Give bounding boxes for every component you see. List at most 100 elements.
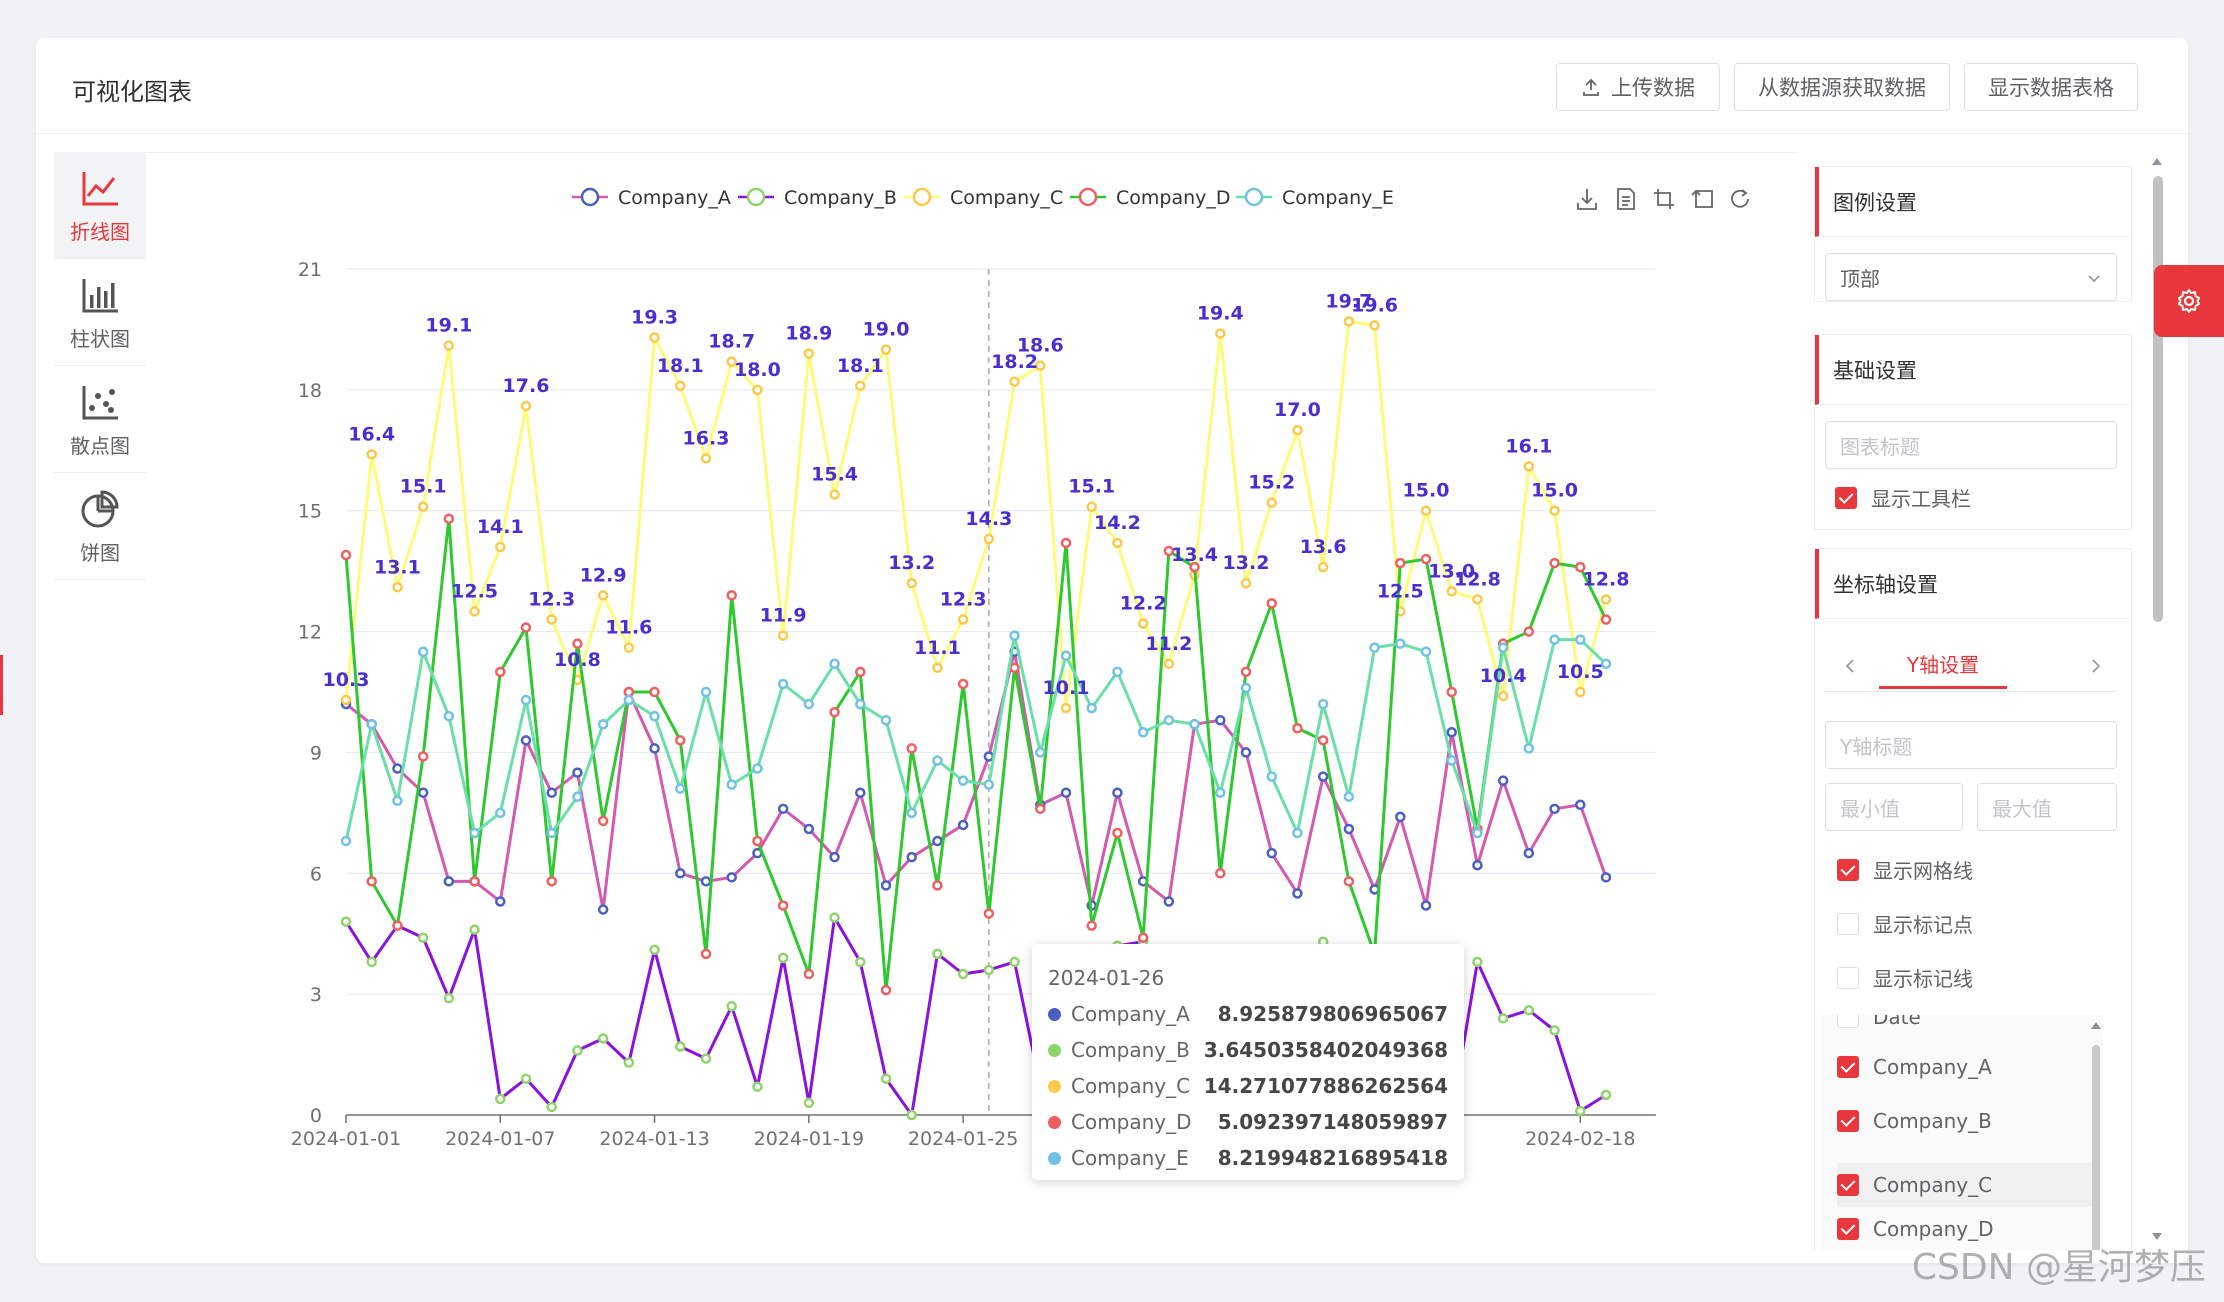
data-point xyxy=(1292,424,1303,436)
data-point xyxy=(957,614,969,625)
data-point xyxy=(469,606,480,617)
data-point xyxy=(1343,316,1355,327)
data-point xyxy=(443,710,455,722)
data-point xyxy=(649,944,660,956)
chart-legend: Company_A Company_B Company_C Company_D Comp… xyxy=(572,187,1394,209)
data-point xyxy=(1163,658,1175,670)
settings-toggle-button[interactable] xyxy=(2154,265,2224,337)
settings-scrollbar[interactable] xyxy=(2148,152,2166,1248)
data-point xyxy=(546,827,557,839)
data-point xyxy=(1420,900,1432,911)
data-point xyxy=(649,332,660,343)
upload-icon xyxy=(1583,78,1599,96)
tooltip-series-value: 8.925879806965067 xyxy=(1217,1002,1448,1026)
series-company-c-checkbox[interactable]: Company_C xyxy=(1837,1163,2097,1207)
data-point xyxy=(623,686,635,698)
tooltip-row: Company_C 14.271077886262564 xyxy=(1048,1068,1448,1104)
data-point xyxy=(649,710,660,722)
nav-scatter-chart[interactable]: 散点图 xyxy=(54,366,146,473)
data-point xyxy=(520,694,532,706)
series-company-d-checkbox[interactable]: Company_D xyxy=(1837,1217,1994,1241)
legend-marker xyxy=(580,187,600,207)
tooltip-series-value: 14.271077886262564 xyxy=(1203,1074,1448,1098)
tab-next-icon[interactable] xyxy=(2089,657,2103,675)
upload-data-button[interactable]: 上传数据 xyxy=(1556,63,1720,111)
show-marklines-checkbox[interactable]: 显示标记线 xyxy=(1837,963,1973,992)
data-point xyxy=(340,916,352,927)
show-grid-label: 显示网格线 xyxy=(1873,859,1973,883)
data-point xyxy=(1420,505,1432,516)
data-point xyxy=(392,582,403,593)
data-label: 16.4 xyxy=(348,423,395,445)
series-scroll-up-icon[interactable] xyxy=(2089,1019,2103,1031)
data-point xyxy=(520,400,532,412)
data-point xyxy=(1395,811,1406,823)
data-point xyxy=(1523,461,1535,472)
chart-title-input[interactable]: 图表标题 xyxy=(1825,421,2117,469)
show-grid-checkbox[interactable]: 显示网格线 xyxy=(1837,855,1973,884)
show-toolbar-checkbox[interactable]: 显示工具栏 xyxy=(1835,483,1971,512)
data-point xyxy=(829,851,840,863)
data-point xyxy=(1292,723,1303,734)
tooltip-series-name: Company_A xyxy=(1071,1002,1190,1026)
data-point xyxy=(700,948,712,960)
data-label: 16.1 xyxy=(1505,435,1552,457)
checkbox-unchecked-icon xyxy=(1837,966,1859,989)
show-markers-checkbox[interactable]: 显示标记点 xyxy=(1837,909,1973,938)
data-label: 10.3 xyxy=(323,669,370,691)
data-view-icon-path xyxy=(1617,188,1635,210)
nav-bar-chart[interactable]: 柱状图 xyxy=(54,259,146,366)
y-min-input[interactable]: 最小值 xyxy=(1825,783,1963,831)
checkbox-checked-icon xyxy=(1837,1174,1859,1196)
tooltip-series-value: 5.092397148059897 xyxy=(1217,1110,1448,1134)
data-point xyxy=(572,767,583,778)
data-point xyxy=(392,795,403,807)
data-point xyxy=(546,1101,557,1113)
data-point xyxy=(700,453,712,464)
fetch-datasource-button[interactable]: 从数据源获取数据 xyxy=(1734,63,1950,111)
show-table-button[interactable]: 显示数据表格 xyxy=(1964,63,2138,111)
y-max-input[interactable]: 最大值 xyxy=(1977,783,2117,831)
data-label: 15.0 xyxy=(1531,480,1578,502)
tab-divider xyxy=(1825,691,2117,692)
series-date-checkbox[interactable]: Date xyxy=(1837,1015,1921,1029)
scroll-down-icon[interactable] xyxy=(2148,1230,2166,1244)
data-point xyxy=(1266,847,1277,859)
data-point xyxy=(675,868,686,879)
settings-scroll-thumb[interactable] xyxy=(2153,176,2163,622)
data-point xyxy=(572,638,583,649)
zoom-reset-icon-path xyxy=(1691,189,1713,208)
series-company-b-checkbox[interactable]: Company_B xyxy=(1837,1109,1992,1133)
data-point xyxy=(520,735,532,746)
data-point xyxy=(1446,755,1457,766)
series-company-a-checkbox[interactable]: Company_A xyxy=(1837,1055,1992,1079)
data-point xyxy=(1446,727,1457,738)
scroll-up-icon[interactable] xyxy=(2148,154,2166,168)
data-label: 17.6 xyxy=(503,375,550,397)
checkbox-unchecked-icon xyxy=(1837,912,1859,935)
tab-prev-icon[interactable] xyxy=(1843,657,1857,675)
series-scrollbar[interactable] xyxy=(2092,1045,2100,1250)
nav-pie-chart[interactable]: 饼图 xyxy=(54,473,146,580)
data-point xyxy=(340,549,352,561)
y-axis-title-input[interactable]: Y轴标题 xyxy=(1825,721,2117,769)
show-markers-label: 显示标记点 xyxy=(1873,913,1973,937)
data-point xyxy=(1575,1105,1586,1117)
data-point xyxy=(1600,658,1612,670)
data-point xyxy=(649,743,660,754)
legend-position-select[interactable]: 顶部 xyxy=(1825,253,2117,301)
data-point xyxy=(469,827,480,839)
data-point xyxy=(829,912,840,923)
data-point xyxy=(675,783,686,794)
data-point xyxy=(1060,650,1072,661)
data-point xyxy=(443,876,455,887)
data-point xyxy=(1369,320,1380,331)
tooltip-row: Company_D 5.092397148059897 xyxy=(1048,1104,1448,1140)
tab-y-axis[interactable]: Y轴设置 xyxy=(1879,645,2007,689)
nav-line-chart[interactable]: 折线图 xyxy=(54,152,146,259)
data-label: 12.5 xyxy=(451,580,498,602)
data-label: 13.2 xyxy=(1223,552,1270,574)
data-point xyxy=(1215,787,1226,798)
series-company-d-label: Company_D xyxy=(1873,1217,1994,1241)
data-point xyxy=(726,872,737,883)
